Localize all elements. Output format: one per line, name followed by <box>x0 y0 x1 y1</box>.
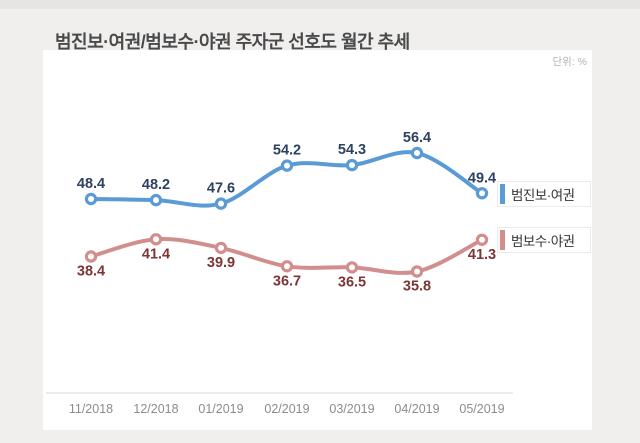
value-label: 49.4 <box>468 170 496 186</box>
x-tick-label: 11/2018 <box>69 402 113 416</box>
unit-label: 단위: % <box>552 56 588 68</box>
data-point-marker <box>149 193 163 207</box>
data-point-marker <box>280 260 294 273</box>
value-label: 54.3 <box>338 142 366 158</box>
value-label: 39.9 <box>207 255 235 271</box>
value-label: 56.4 <box>403 130 431 146</box>
line-chart: 11/2018 12/2018 01/2019 02/2019 03/2019 04/20… <box>46 130 513 416</box>
data-point-marker <box>410 146 424 160</box>
data-point-marker <box>280 159 294 172</box>
legend-progressive: 범진보·여권 <box>497 181 591 207</box>
data-point-marker <box>475 187 489 200</box>
value-label: 47.6 <box>207 181 235 197</box>
value-label: 54.2 <box>273 143 301 159</box>
data-point-marker <box>214 197 228 210</box>
x-tick-label: 04/2019 <box>394 402 439 416</box>
data-point-marker <box>410 265 424 278</box>
x-tick-label: 02/2019 <box>264 402 309 416</box>
data-point-marker <box>84 250 98 263</box>
legend-color-bar-conservative-icon <box>500 230 505 250</box>
data-point-marker <box>345 261 359 274</box>
chart-card: 단위: % 11/2018 12/2018 01/2019 02/2019 03/201… <box>43 50 592 430</box>
data-point-marker <box>345 158 359 172</box>
x-tick-label: 05/2019 <box>459 402 504 416</box>
legend-conservative: 범보수·야권 <box>497 227 591 253</box>
data-point-marker <box>475 233 489 246</box>
legend-color-bar-progressive-icon <box>500 184 505 204</box>
top-strip <box>0 0 640 9</box>
x-tick-label: 03/2019 <box>329 402 374 416</box>
value-label: 35.8 <box>403 279 431 295</box>
value-label: 41.3 <box>468 247 496 263</box>
value-label: 36.7 <box>273 273 301 289</box>
page-title: 범진보·여권/범보수·야권 주자군 선호도 월간 추세 <box>55 32 410 52</box>
data-point-marker <box>149 233 163 246</box>
data-point-marker <box>214 241 228 255</box>
x-tick-label: 12/2018 <box>133 402 178 416</box>
value-label: 48.4 <box>77 176 105 192</box>
legend-label-progressive: 범진보·여권 <box>511 188 575 203</box>
value-label: 38.4 <box>77 264 105 280</box>
value-label: 41.4 <box>142 246 170 262</box>
value-label: 48.2 <box>142 177 170 193</box>
value-label: 36.5 <box>338 274 366 290</box>
legend-label-conservative: 범보수·야권 <box>511 234 575 249</box>
data-point-marker <box>84 192 98 206</box>
x-tick-label: 01/2019 <box>198 402 243 416</box>
